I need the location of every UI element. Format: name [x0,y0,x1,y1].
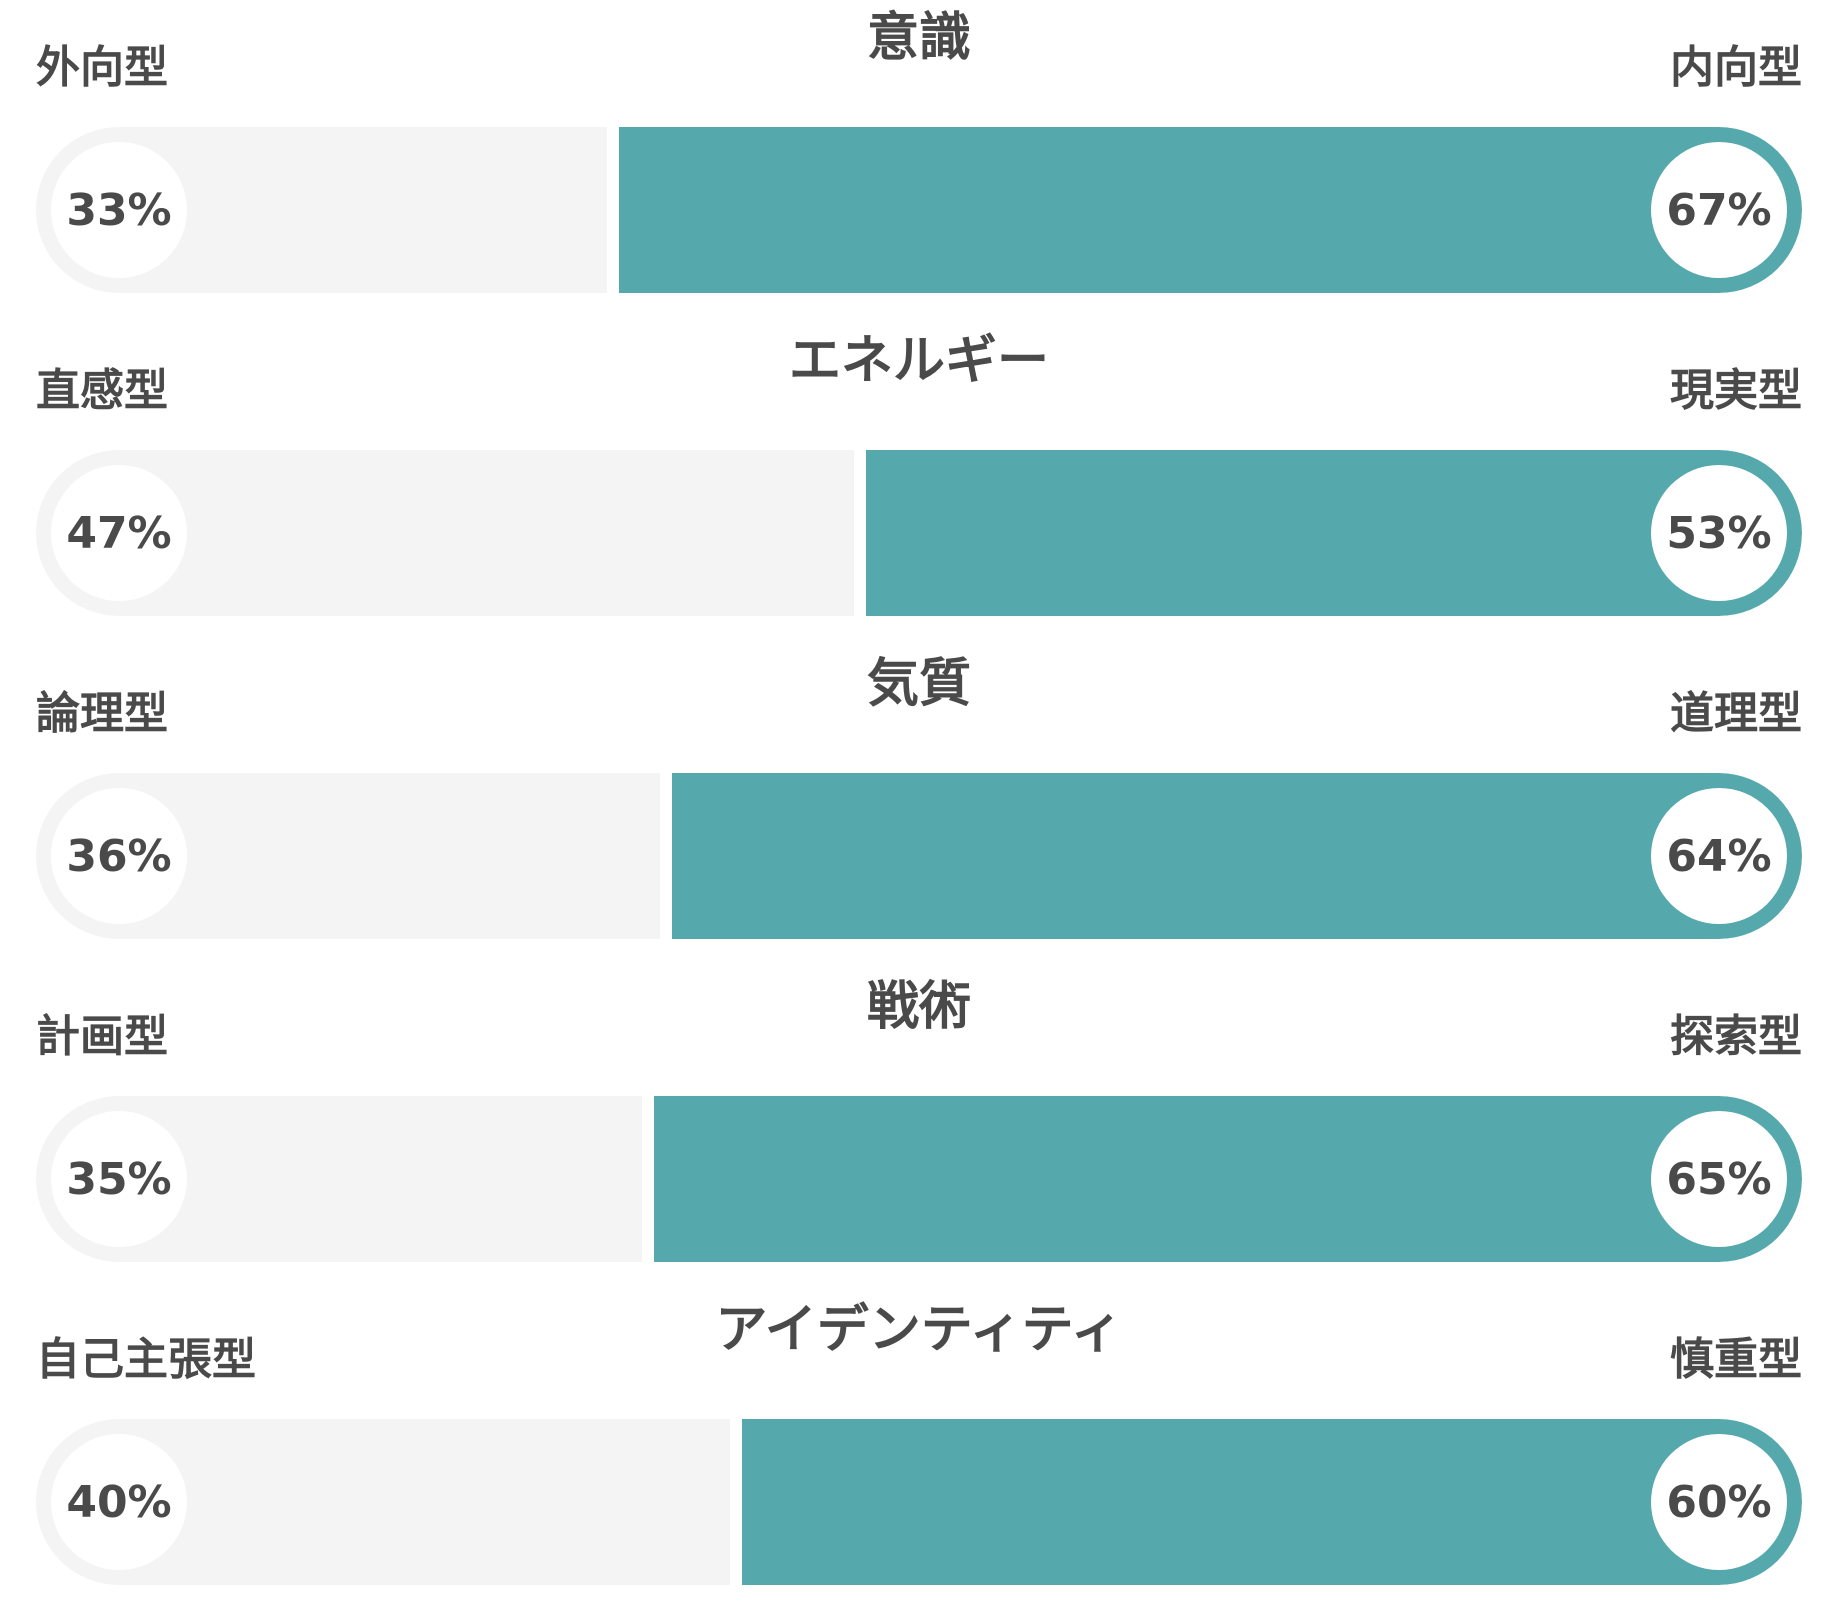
trait-bar-divider [606,127,619,293]
trait-right-label: 道理型 [1670,688,1802,739]
trait-bar-divider [730,1419,743,1585]
trait-left-label: 直感型 [36,365,168,416]
trait-row: 戦術 計画型 探索型 35% 65% [36,977,1802,1262]
trait-bar-track: 35% 65% [36,1096,1802,1262]
trait-left-label: 計画型 [36,1011,168,1062]
trait-left-percent: 33% [51,142,187,278]
trait-left-label: 論理型 [36,688,168,739]
trait-title: 気質 [866,654,971,714]
trait-left-label: 外向型 [36,42,168,93]
trait-bar-divider [854,450,867,616]
trait-bar-track: 40% 60% [36,1419,1802,1585]
trait-right-label: 内向型 [1670,42,1802,93]
trait-left-percent: 35% [51,1111,187,1247]
trait-bar-fill [671,773,1802,939]
trait-bar-fill [654,1096,1802,1262]
trait-title: エネルギー [788,331,1049,391]
trait-right-percent: 65% [1651,1111,1787,1247]
trait-left-label: 自己主張型 [36,1334,256,1385]
trait-right-percent: 64% [1651,788,1787,924]
trait-left-percent: 40% [51,1434,187,1570]
trait-right-label: 探索型 [1670,1011,1802,1062]
trait-row: 気質 論理型 道理型 36% 64% [36,654,1802,939]
trait-right-percent: 67% [1651,142,1787,278]
trait-right-label: 慎重型 [1670,1334,1802,1385]
trait-title: アイデンティティ [715,1300,1123,1360]
trait-row: アイデンティティ 自己主張型 慎重型 40% 60% [36,1300,1802,1585]
trait-title: 意識 [866,8,971,68]
trait-bar-track: 33% 67% [36,127,1802,293]
trait-left-percent: 47% [51,465,187,601]
trait-bar-track: 47% 53% [36,450,1802,616]
trait-bar-divider [659,773,672,939]
trait-bar-divider [642,1096,655,1262]
trait-right-label: 現実型 [1670,365,1802,416]
trait-bar-fill [618,127,1802,293]
trait-left-percent: 36% [51,788,187,924]
trait-bar-fill [742,1419,1802,1585]
trait-bar-track: 36% 64% [36,773,1802,939]
trait-right-percent: 60% [1651,1434,1787,1570]
trait-title: 戦術 [866,977,971,1037]
trait-right-percent: 53% [1651,465,1787,601]
trait-row: 意識 外向型 内向型 33% 67% [36,8,1802,293]
trait-row: エネルギー 直感型 現実型 47% 53% [36,331,1802,616]
trait-bar-fill [866,450,1802,616]
